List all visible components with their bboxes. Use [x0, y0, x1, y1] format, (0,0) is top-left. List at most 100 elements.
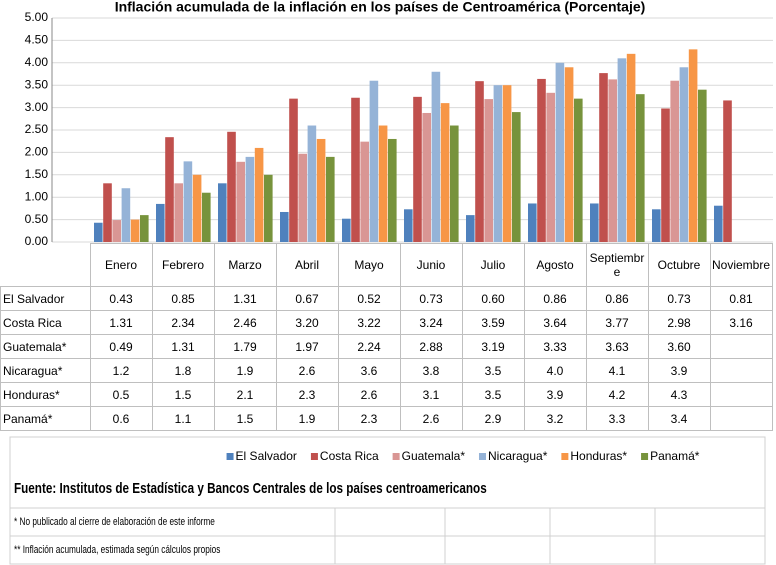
- value-cell: 2.3: [275, 382, 339, 407]
- bar: [316, 138, 326, 242]
- category-cell: Enero: [89, 243, 153, 287]
- bar: [723, 100, 732, 242]
- chart-title: Inflación acumulada de la inflación en l…: [115, 0, 646, 15]
- bar: [413, 96, 422, 243]
- value-cell: 4.2: [585, 382, 649, 407]
- value-cell: 3.59: [461, 310, 525, 335]
- category-cell: Noviembre: [709, 243, 773, 287]
- y-tick-label: 2.00: [25, 145, 49, 159]
- bar: [688, 49, 698, 242]
- bar: [254, 147, 264, 242]
- table-row: Guatemala* 0.49 1.31 1.79 1.97 2.24 2.88 3.19 3.…: [0, 334, 773, 359]
- value-cell: 0.49: [89, 334, 153, 359]
- legend-swatch: [561, 453, 569, 460]
- bar: [484, 99, 493, 242]
- value-cell: 2.3: [337, 406, 401, 431]
- value-cell: 3.2: [523, 406, 587, 431]
- value-cell: 0.86: [523, 286, 587, 311]
- bar: [590, 203, 599, 242]
- bar: [626, 53, 636, 243]
- value-cell: 3.24: [399, 310, 463, 335]
- bar: [112, 220, 121, 242]
- y-tick-label: 1.00: [25, 189, 49, 203]
- value-cell: 2.9: [461, 406, 525, 431]
- value-cell: [709, 406, 773, 431]
- row-header: Costa Rica: [0, 310, 91, 335]
- bar: [528, 203, 537, 242]
- bar: [165, 137, 174, 242]
- category-cell: Octubre: [647, 243, 711, 287]
- bar: [450, 125, 459, 242]
- bar: [245, 156, 255, 242]
- value-cell: 2.6: [399, 406, 463, 431]
- value-cell: 3.6: [337, 358, 401, 383]
- bar: [466, 215, 475, 242]
- category-cell: Febrero: [151, 243, 215, 287]
- legend-swatch: [478, 453, 486, 460]
- value-cell: [709, 358, 773, 383]
- bar: [537, 78, 546, 242]
- bar: [94, 222, 103, 242]
- bar: [202, 192, 211, 242]
- y-tick-label: 0.50: [25, 212, 49, 226]
- value-cell: 3.8: [399, 358, 463, 383]
- value-cell: 4.0: [523, 358, 587, 383]
- value-cell: 3.4: [647, 406, 711, 431]
- value-cell: 0.81: [709, 286, 773, 311]
- value-cell: 3.16: [709, 310, 773, 335]
- bar: [103, 183, 112, 242]
- legend-swatch: [641, 453, 649, 460]
- value-cell: 0.5: [89, 382, 153, 407]
- bar: [121, 188, 131, 242]
- table-row: Nicaragua* 1.2 1.8 1.9 2.6 3.6 3.8 3.5 4.0 4.1 3.9: [0, 358, 773, 383]
- bar: [342, 218, 351, 242]
- category-cell: Agosto: [523, 243, 587, 287]
- value-cell: 0.73: [647, 286, 711, 311]
- bar: [388, 138, 397, 242]
- bar: [599, 73, 608, 242]
- legend-label: Costa Rica: [320, 449, 379, 463]
- bar: [307, 125, 317, 242]
- legend-label: Honduras*: [570, 449, 627, 463]
- value-cell: 1.31: [151, 334, 215, 359]
- bar: [512, 112, 521, 242]
- bar: [174, 183, 183, 242]
- legend-label: Nicaragua*: [488, 449, 548, 463]
- legend-label: Panamá*: [650, 449, 700, 463]
- bar: [218, 183, 227, 242]
- bar: [636, 94, 645, 242]
- legend-swatch: [392, 453, 400, 460]
- bar: [298, 153, 307, 242]
- category-cell: Abril: [275, 243, 339, 287]
- value-cell: 1.5: [151, 382, 215, 407]
- value-cell: 1.9: [275, 406, 339, 431]
- value-cell: 1.5: [213, 406, 277, 431]
- bar: [493, 85, 503, 242]
- bar: [608, 79, 617, 242]
- bar: [130, 219, 140, 242]
- table-row: El Salvador 0.43 0.85 1.31 0.67 0.52 0.73 0.60 0…: [0, 286, 773, 311]
- category-cell: Marzo: [213, 243, 277, 287]
- value-cell: 0.85: [151, 286, 215, 311]
- legend-swatch: [310, 453, 318, 460]
- row-header: Panamá*: [0, 406, 91, 431]
- bar: [360, 141, 369, 242]
- legend: El Salvador Costa Rica Guatemala* Nicaragua…: [226, 449, 700, 463]
- value-cell: 1.8: [151, 358, 215, 383]
- bar: [652, 209, 661, 242]
- row-header: Guatemala*: [0, 334, 91, 359]
- bar: [546, 92, 555, 242]
- corner-cell: [0, 243, 91, 287]
- bar: [574, 98, 583, 242]
- bar: [555, 62, 565, 242]
- bar: [280, 211, 289, 242]
- value-cell: [709, 382, 773, 407]
- value-cell: 2.88: [399, 334, 463, 359]
- note: * No publicado al cierre de elaboración …: [14, 516, 215, 528]
- bar: [617, 58, 627, 242]
- value-cell: 3.60: [647, 334, 711, 359]
- bar: [404, 209, 413, 242]
- value-cell: 3.20: [275, 310, 339, 335]
- footer-grid: [9, 436, 766, 565]
- value-cell: 2.24: [337, 334, 401, 359]
